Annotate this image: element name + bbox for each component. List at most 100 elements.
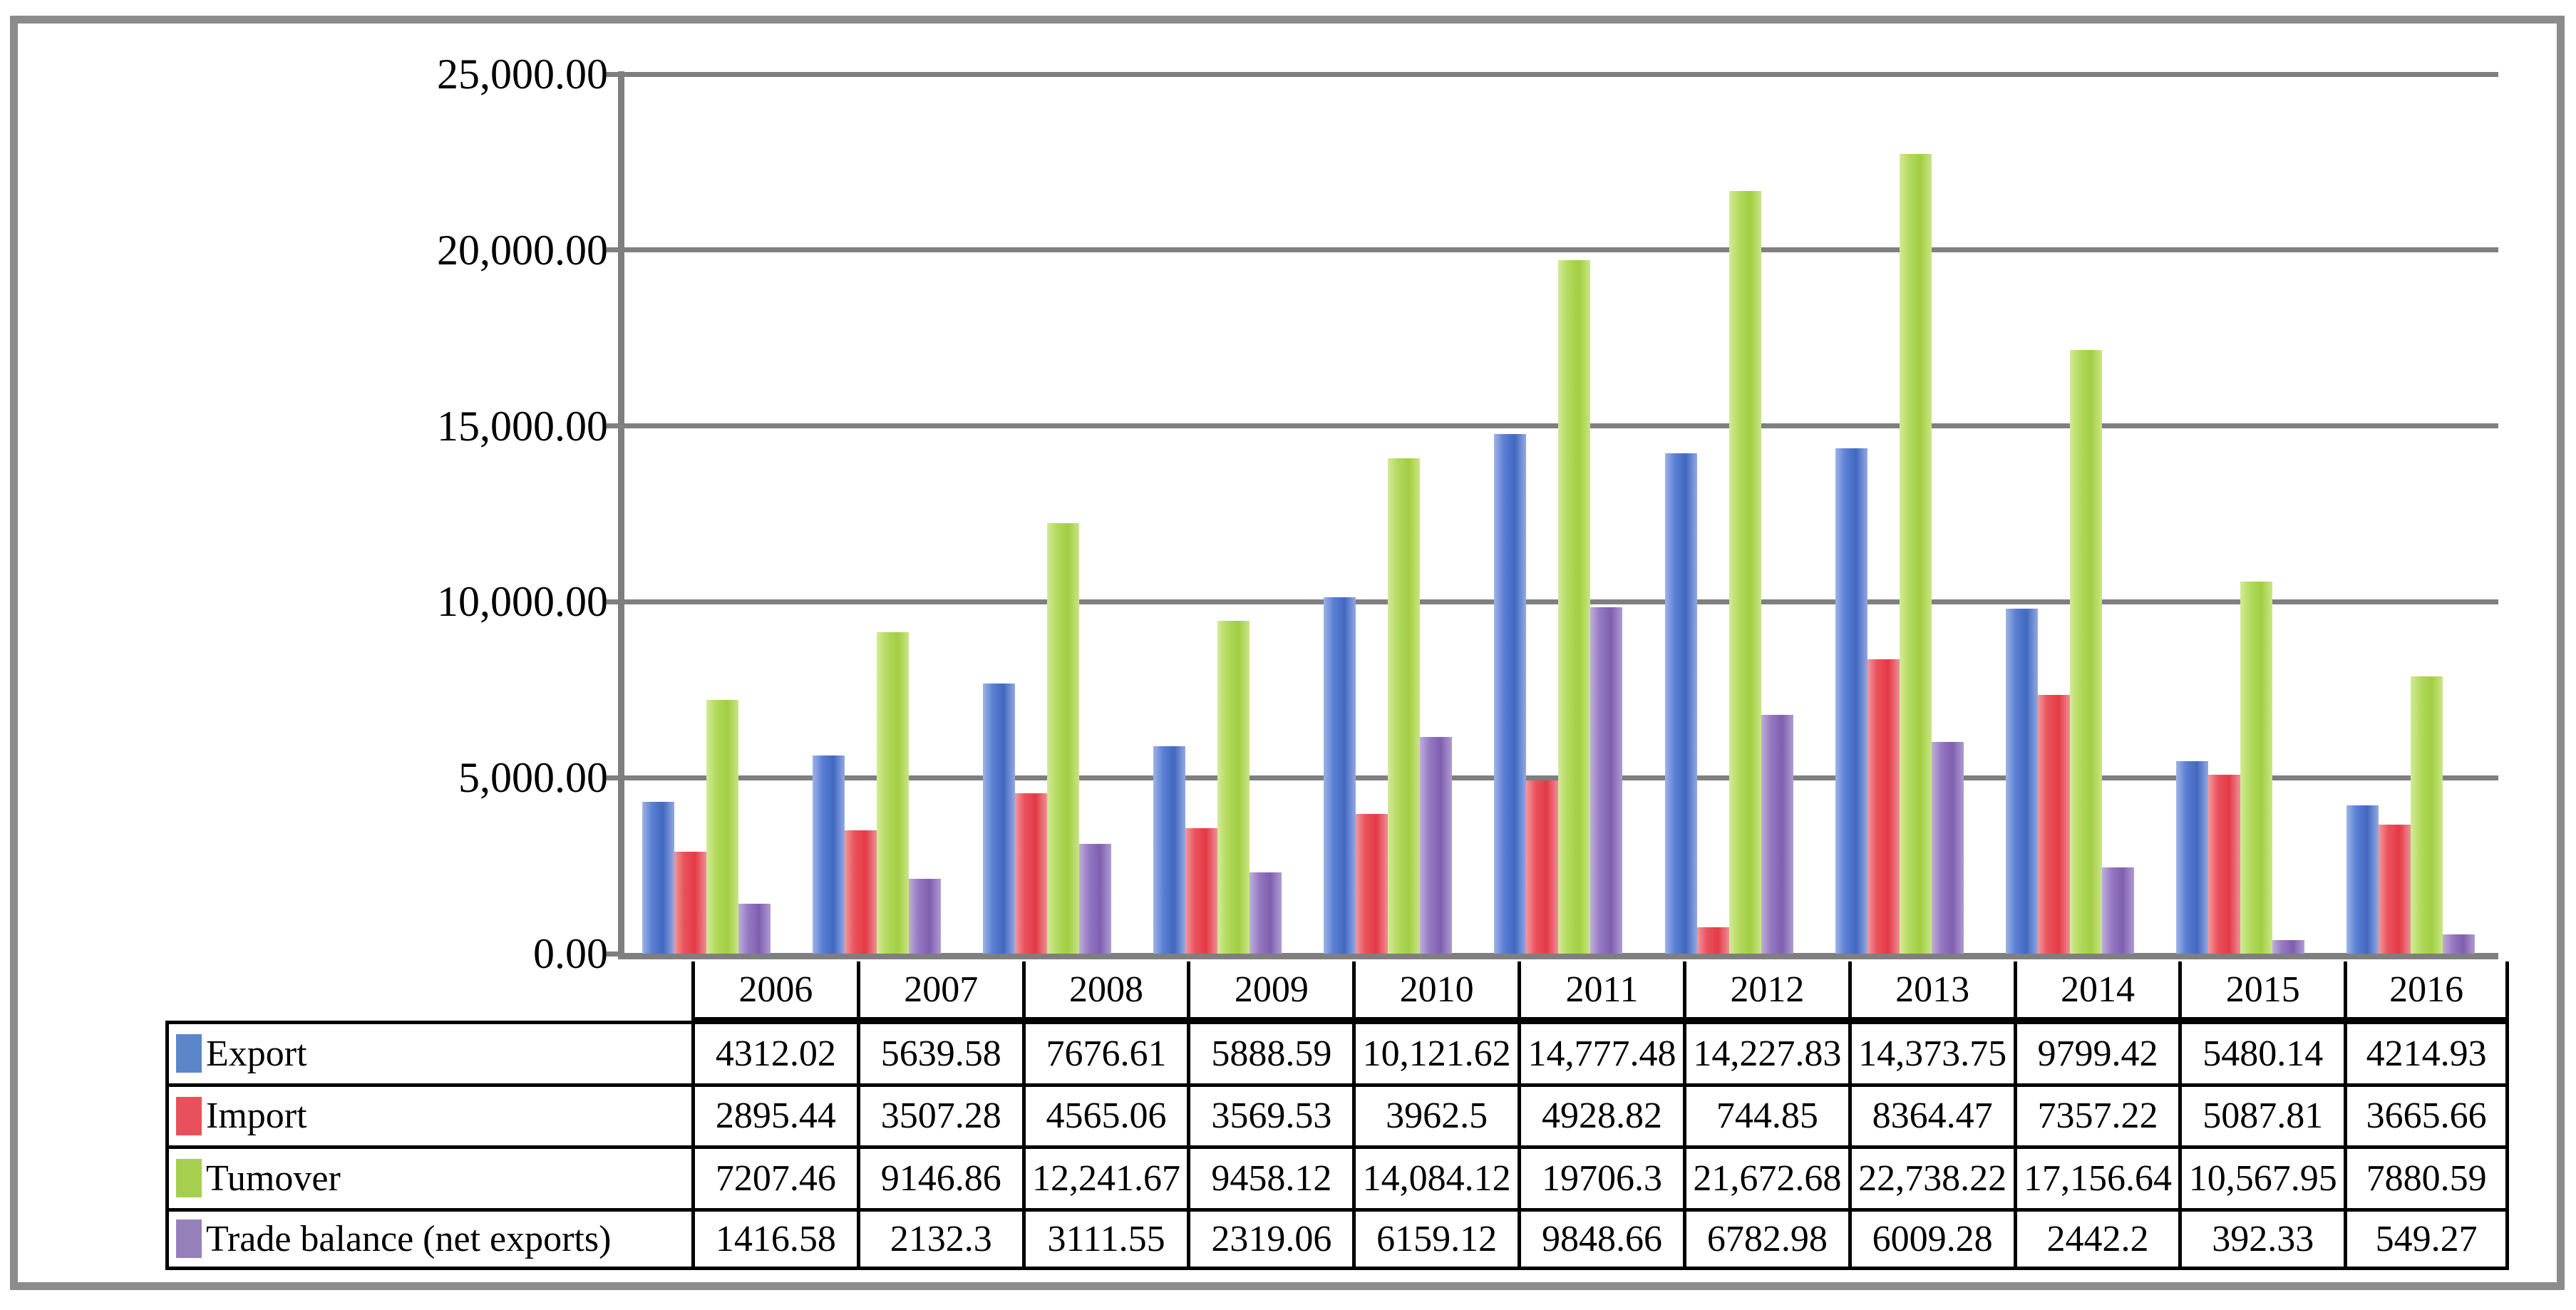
series-label-trade-balance: Trade balance (net exports) xyxy=(206,1218,612,1259)
bar-export-2016 xyxy=(2346,805,2379,954)
bar-export-2008 xyxy=(983,684,1016,954)
bar-export-2012 xyxy=(1664,453,1697,954)
value-cell-tumover-2010: 14,084.12 xyxy=(1352,1145,1518,1208)
bar-export-2007 xyxy=(813,755,845,954)
bar-import-2009 xyxy=(1185,827,1218,954)
bar-tumover-2009 xyxy=(1217,621,1250,954)
year-header-cell-2013: 2013 xyxy=(1848,961,2014,1021)
value-cell-trade-balance-2014: 2442.2 xyxy=(2013,1207,2179,1270)
bar-trade-balance-2014 xyxy=(2101,867,2134,954)
bar-trade-balance-2009 xyxy=(1250,872,1282,954)
bar-tumover-2016 xyxy=(2410,676,2443,954)
value-cell-export-2012: 14,227.83 xyxy=(1682,1021,1848,1083)
bar-import-2012 xyxy=(1696,927,1729,954)
y-axis-line xyxy=(618,71,624,959)
value-cell-trade-balance-2010: 6159.12 xyxy=(1352,1207,1518,1270)
series-label-tumover: Tumover xyxy=(206,1157,341,1199)
value-cell-import-2012: 744.85 xyxy=(1682,1083,1848,1145)
value-cell-tumover-2016: 7880.59 xyxy=(2344,1145,2509,1208)
value-cell-tumover-2012: 21,672.68 xyxy=(1682,1145,1848,1208)
bar-export-2009 xyxy=(1153,746,1186,954)
year-header-cell-2010: 2010 xyxy=(1352,961,1518,1021)
bar-import-2010 xyxy=(1356,814,1389,954)
value-cell-trade-balance-2013: 6009.28 xyxy=(1848,1207,2014,1270)
y-axis-tick-15000 xyxy=(607,423,618,429)
legend-swatch-trade-balance xyxy=(176,1219,202,1259)
value-cell-trade-balance-2011: 9848.66 xyxy=(1518,1207,1683,1270)
series-label-cell-tumover: Tumover xyxy=(165,1145,691,1208)
value-cell-export-2010: 10,121.62 xyxy=(1352,1021,1518,1083)
value-cell-tumover-2013: 22,738.22 xyxy=(1848,1145,2014,1208)
bar-import-2016 xyxy=(2378,825,2411,954)
legend-swatch-tumover xyxy=(176,1159,202,1198)
bar-import-2013 xyxy=(1867,659,1900,954)
bar-trade-balance-2013 xyxy=(1931,742,1964,954)
value-cell-import-2013: 8364.47 xyxy=(1848,1083,2014,1145)
y-axis-tick-25000 xyxy=(607,71,618,77)
bar-tumover-2012 xyxy=(1729,191,1761,954)
series-label-cell-export: Export xyxy=(165,1021,691,1083)
bar-import-2006 xyxy=(674,852,706,954)
year-header-cell-2014: 2014 xyxy=(2013,961,2179,1021)
year-header-cell-2016: 2016 xyxy=(2344,961,2509,1021)
series-label-cell-import: Import xyxy=(165,1083,691,1145)
value-cell-tumover-2011: 19706.3 xyxy=(1518,1145,1683,1208)
value-cell-tumover-2009: 9458.12 xyxy=(1187,1145,1353,1208)
year-header-cell-2006: 2006 xyxy=(691,961,857,1021)
value-cell-import-2006: 2895.44 xyxy=(691,1083,857,1145)
year-header-cell-2009: 2009 xyxy=(1187,961,1353,1021)
y-axis-tick-label: 15,000.00 xyxy=(437,402,608,450)
bar-export-2015 xyxy=(2175,760,2208,954)
bar-trade-balance-2006 xyxy=(738,904,771,954)
value-cell-import-2014: 7357.22 xyxy=(2013,1083,2179,1145)
bar-export-2006 xyxy=(642,802,674,954)
series-label-import: Import xyxy=(206,1095,307,1137)
value-cell-export-2006: 4312.02 xyxy=(691,1021,857,1083)
x-axis-line xyxy=(618,953,2498,959)
legend-swatch-import xyxy=(176,1096,202,1135)
y-axis-tick-10000 xyxy=(607,599,618,604)
value-cell-import-2010: 3962.5 xyxy=(1352,1083,1518,1145)
gridline-25000 xyxy=(624,71,2498,77)
bar-tumover-2006 xyxy=(706,700,738,954)
y-axis-tick-label: 0.00 xyxy=(533,930,608,977)
year-header-cell-2015: 2015 xyxy=(2178,961,2344,1021)
y-axis-tick-label: 20,000.00 xyxy=(437,226,608,274)
value-cell-export-2011: 14,777.48 xyxy=(1518,1021,1683,1083)
bar-import-2015 xyxy=(2207,774,2240,954)
y-axis-tick-0 xyxy=(607,951,618,956)
bar-tumover-2011 xyxy=(1558,260,1591,954)
bar-tumover-2007 xyxy=(877,631,910,954)
value-cell-tumover-2006: 7207.46 xyxy=(691,1145,857,1208)
value-cell-export-2016: 4214.93 xyxy=(2344,1021,2509,1083)
bar-tumover-2015 xyxy=(2240,582,2272,954)
bar-trade-balance-2010 xyxy=(1420,736,1453,954)
value-cell-import-2016: 3665.66 xyxy=(2344,1083,2509,1145)
series-label-cell-trade-balance: Trade balance (net exports) xyxy=(165,1207,691,1270)
bar-export-2010 xyxy=(1324,597,1356,954)
y-axis-tick-20000 xyxy=(607,247,618,253)
value-cell-trade-balance-2008: 3111.55 xyxy=(1021,1207,1187,1270)
bar-trade-balance-2015 xyxy=(2272,939,2304,954)
y-axis-tick-label: 25,000.00 xyxy=(437,51,608,98)
bar-trade-balance-2011 xyxy=(1590,607,1623,954)
value-cell-trade-balance-2016: 549.27 xyxy=(2344,1207,2509,1270)
value-cell-export-2009: 5888.59 xyxy=(1187,1021,1353,1083)
bar-trade-balance-2007 xyxy=(909,878,942,954)
bar-import-2014 xyxy=(2037,694,2070,954)
bar-trade-balance-2008 xyxy=(1079,844,1112,954)
value-cell-tumover-2008: 12,241.67 xyxy=(1021,1145,1187,1208)
bar-import-2008 xyxy=(1015,793,1048,954)
bar-export-2013 xyxy=(1835,448,1867,954)
bar-export-2011 xyxy=(1494,433,1527,954)
value-cell-trade-balance-2006: 1416.58 xyxy=(691,1207,857,1270)
year-header-cell-2007: 2007 xyxy=(856,961,1022,1021)
value-cell-export-2008: 7676.61 xyxy=(1021,1021,1187,1083)
value-cell-tumover-2007: 9146.86 xyxy=(856,1145,1022,1208)
bar-tumover-2013 xyxy=(1899,153,1932,954)
value-cell-import-2009: 3569.53 xyxy=(1187,1083,1353,1145)
series-label-export: Export xyxy=(206,1033,307,1074)
y-axis-tick-label: 5,000.00 xyxy=(458,754,608,802)
legend-swatch-export xyxy=(176,1034,202,1073)
